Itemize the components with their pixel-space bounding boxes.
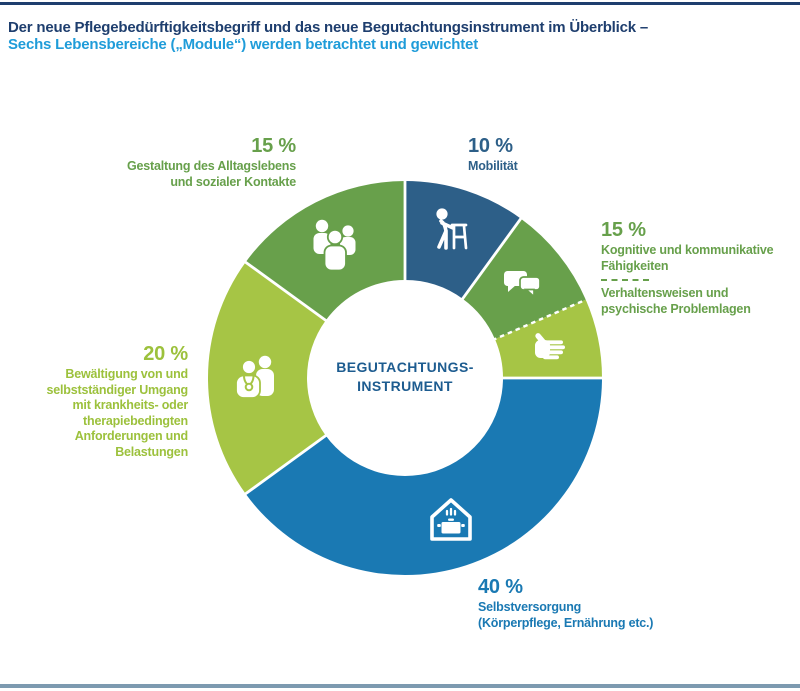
open-hand-icon xyxy=(535,333,565,360)
verhaltensweisen-line: Verhaltensweisen und xyxy=(601,286,729,300)
center-label-line1: BEGUTACHTUNGS- xyxy=(336,359,474,375)
bottom-rule xyxy=(0,684,800,688)
donut-segment-selbstversorgung xyxy=(245,378,603,576)
gestaltung-line: und sozialer Kontakte xyxy=(170,174,296,189)
group-of-people-icon xyxy=(313,219,356,272)
chart-title-line1: Der neue Pflegebedürftigkeitsbegriff und… xyxy=(8,19,649,36)
callout-gestaltung: 15 % Gestaltung des Alltagslebens und so… xyxy=(127,135,296,190)
person-with-walker-icon xyxy=(436,208,468,250)
caregiver-with-patient-icon xyxy=(235,355,274,399)
donut-center-label: BEGUTACHTUNGS- INSTRUMENT xyxy=(336,358,474,396)
kognitive-line: Kognitive und kommunikative xyxy=(601,243,774,257)
selbstversorgung-line: (Körperpflege, Ernährung etc.) xyxy=(478,615,654,630)
bewaeltigung-line: Bewältigung von und xyxy=(65,367,188,381)
center-label-line2: INSTRUMENT xyxy=(357,378,453,394)
chart-title-line2: Sechs Lebensbereiche („Module“) werden b… xyxy=(8,35,478,53)
segment-separators xyxy=(243,179,604,496)
kognitive-line: Fähigkeiten xyxy=(601,258,669,273)
mobilitaet-percent: 10 % xyxy=(468,135,513,157)
donut-segment-mobilitaet xyxy=(405,181,521,299)
bewaeltigung-percent: 20 % xyxy=(143,343,188,365)
kognitive-percent: 15 % xyxy=(601,219,646,241)
verhaltensweisen-line: psychische Problemlagen xyxy=(601,301,751,316)
callout-selbstversorgung: 40 % Selbstversorgung (Körperpflege, Ern… xyxy=(478,576,653,631)
house-with-cooking-pot-icon xyxy=(430,498,472,541)
bewaeltigung-line: Anforderungen und xyxy=(74,429,188,443)
bewaeltigung-line: mit krankheits- oder xyxy=(72,398,189,412)
chart-header: Der neue Pflegebedürftigkeitsbegriff und… xyxy=(8,19,796,53)
callout-kognitive: 15 % Kognitive und kommunikative Fähigke… xyxy=(601,219,774,317)
bewaeltigung-line: therapiebedingten xyxy=(83,413,188,428)
segment-separator xyxy=(491,298,588,342)
segment-separator xyxy=(243,260,329,324)
gestaltung-line: Gestaltung des Alltagslebens xyxy=(127,159,296,173)
selbstversorgung-percent: 40 % xyxy=(478,576,523,598)
callout-mobilitaet: 10 % Mobilität xyxy=(468,135,518,175)
top-rule xyxy=(0,2,800,5)
speech-bubbles-icon xyxy=(504,271,541,299)
donut-segment-verhaltensweisen xyxy=(494,299,602,378)
segment-separator xyxy=(459,216,523,302)
segment-separator xyxy=(243,432,329,496)
bewaeltigung-line: selbstständiger Umgang xyxy=(46,382,189,397)
gestaltung-percent: 15 % xyxy=(251,135,296,157)
dashed-divider xyxy=(601,279,649,281)
selbstversorgung-line: Selbstversorgung xyxy=(478,600,582,614)
bewaeltigung-line: Belastungen xyxy=(115,444,188,459)
mobilitaet-line: Mobilität xyxy=(468,159,518,173)
callout-bewaeltigung: 20 % Bewältigung von und selbstständiger… xyxy=(46,343,189,460)
